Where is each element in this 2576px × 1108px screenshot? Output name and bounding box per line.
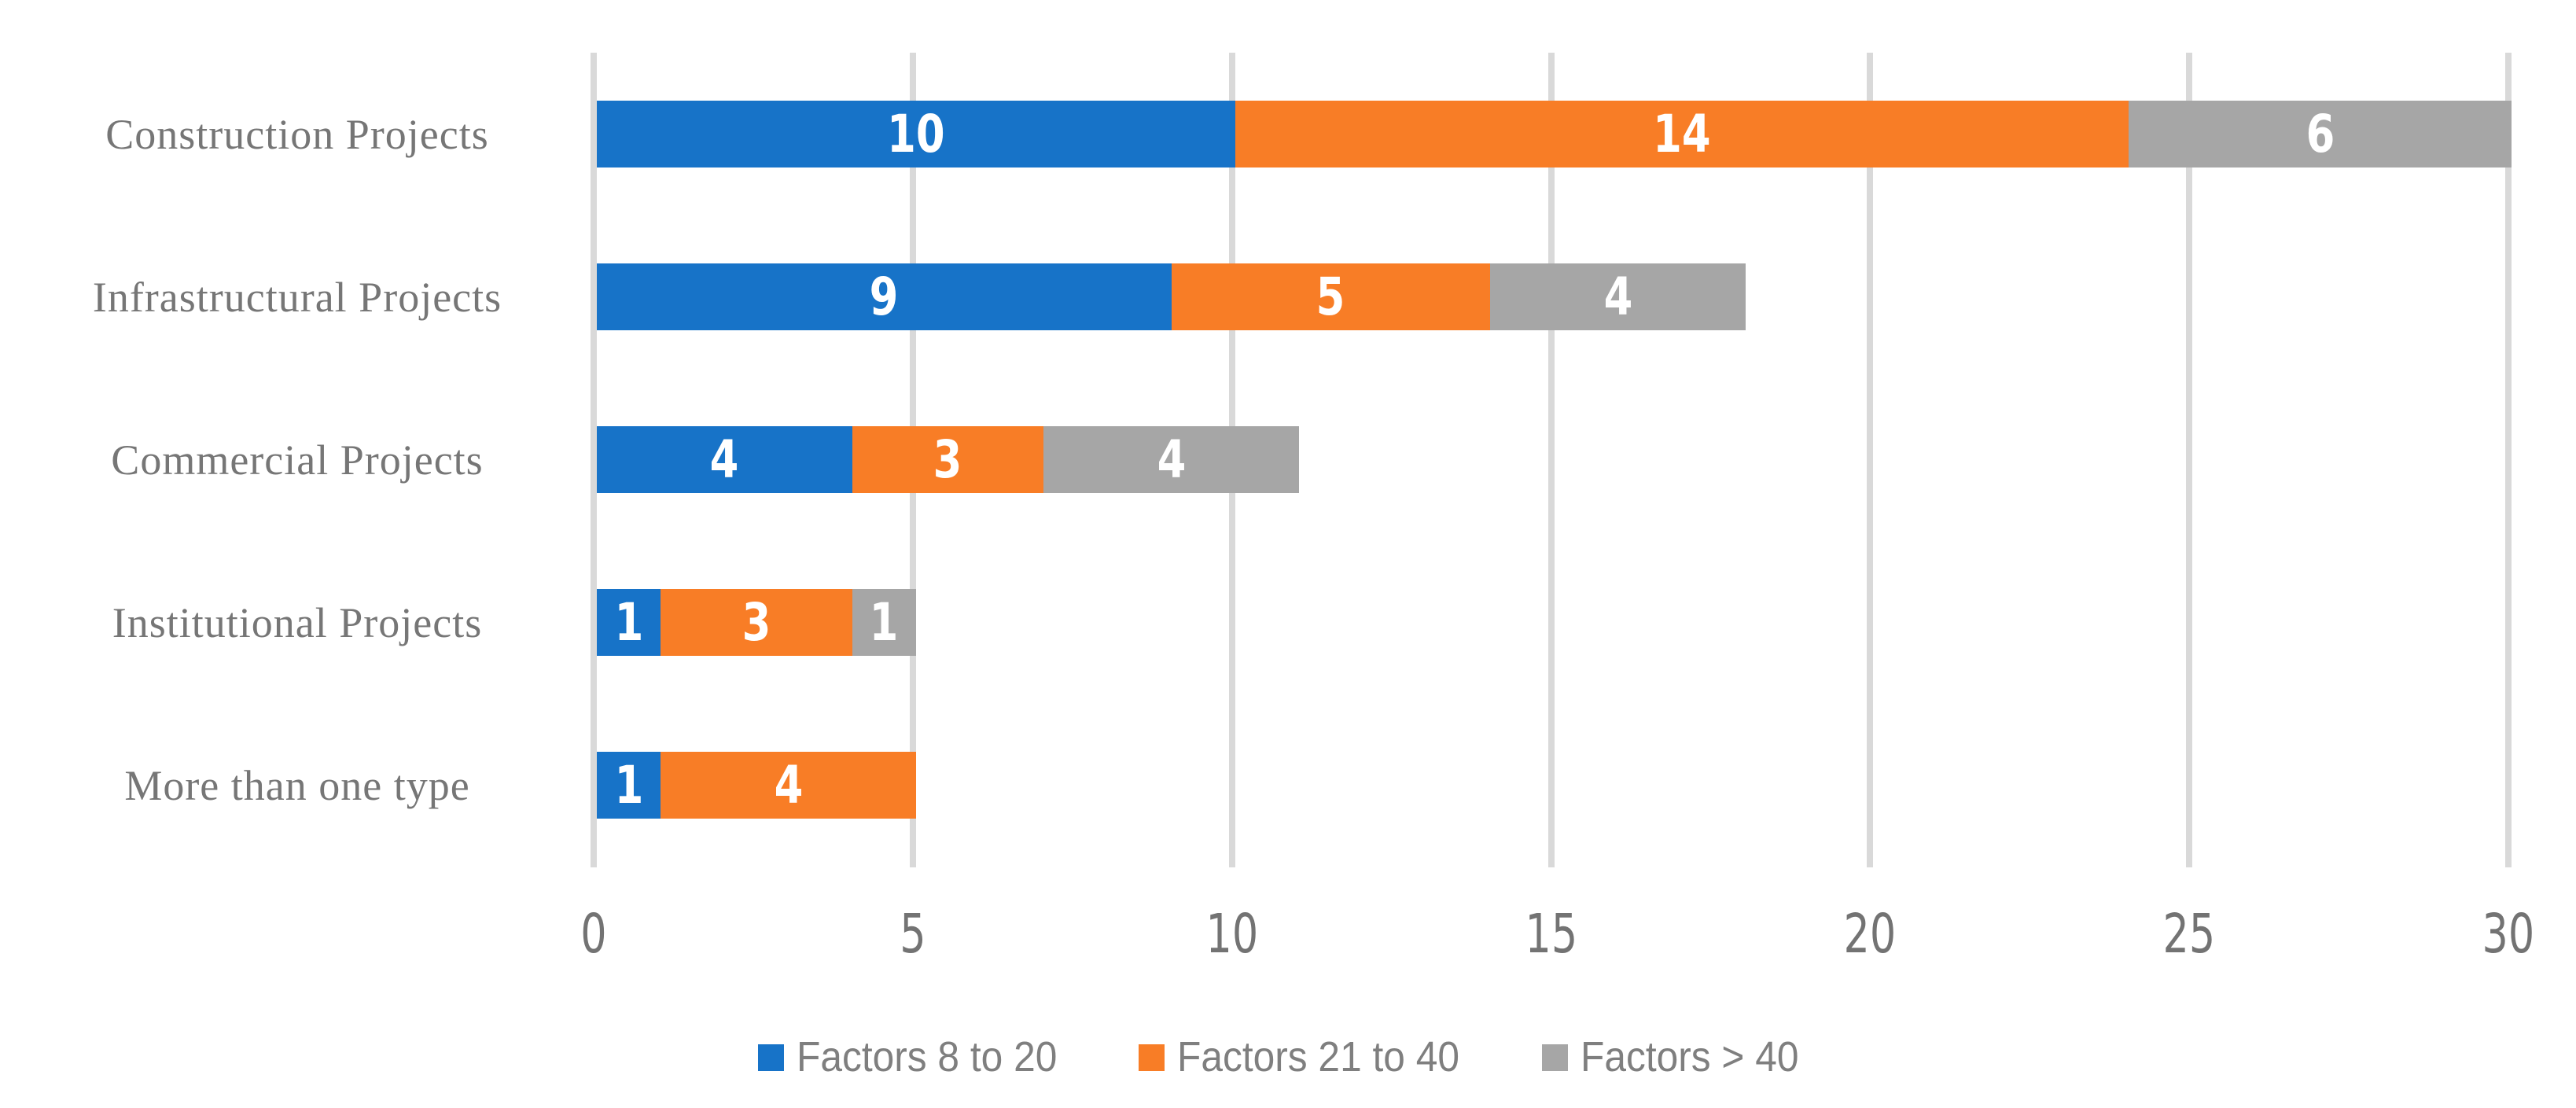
bar-value-label: 3 bbox=[933, 429, 962, 490]
legend-item: Factors > 40 bbox=[1541, 1033, 1818, 1081]
x-tick-text: 15 bbox=[1525, 902, 1577, 966]
bar-value-label: 4 bbox=[774, 754, 803, 815]
x-tick-text: 20 bbox=[1844, 902, 1897, 966]
legend-swatch bbox=[1541, 1044, 1568, 1071]
x-tick-text: 5 bbox=[900, 902, 926, 966]
bar-segment: 4 bbox=[661, 752, 916, 819]
x-tick-label: 25 bbox=[2103, 903, 2276, 966]
bar-segment: 9 bbox=[597, 263, 1172, 330]
legend-swatch bbox=[758, 1044, 785, 1071]
bar-value-label: 1 bbox=[869, 591, 899, 653]
category-label: Institutional Projects bbox=[112, 598, 483, 646]
x-tick-text: 0 bbox=[580, 902, 607, 966]
bar-value-label: 10 bbox=[887, 103, 945, 164]
bar-value-label: 3 bbox=[742, 591, 771, 653]
x-tick-label: 5 bbox=[826, 903, 999, 966]
bar-value-label: 6 bbox=[2306, 103, 2335, 164]
bar-value-label: 1 bbox=[614, 591, 643, 653]
x-tick-text: 10 bbox=[1205, 902, 1259, 966]
bar-segment: 3 bbox=[661, 589, 852, 656]
category-label: Infrastructural Projects bbox=[92, 273, 502, 321]
legend-item: Factors 8 to 20 bbox=[758, 1033, 1080, 1081]
bar-value-label: 4 bbox=[1603, 266, 1633, 327]
x-tick-label: 10 bbox=[1146, 903, 1319, 966]
bar-segment: 10 bbox=[597, 101, 1235, 167]
legend-item: Factors 21 to 40 bbox=[1138, 1033, 1484, 1081]
x-tick-text: 25 bbox=[2162, 902, 2216, 966]
gridline bbox=[1547, 53, 1555, 867]
bar-segment: 3 bbox=[852, 426, 1044, 493]
gridline bbox=[2186, 53, 2193, 867]
bar-segment: 6 bbox=[2129, 101, 2512, 167]
bar-value-label: 5 bbox=[1316, 266, 1345, 327]
bar-segment: 1 bbox=[597, 589, 661, 656]
category-label: Construction Projects bbox=[105, 110, 489, 158]
gridline bbox=[2505, 53, 2512, 867]
x-tick-label: 0 bbox=[507, 903, 680, 966]
bar-value-label: 1 bbox=[614, 754, 643, 815]
bar-segment: 4 bbox=[597, 426, 852, 493]
legend: Factors 8 to 20 Factors 21 to 40 Factors >… bbox=[0, 1030, 2576, 1085]
x-tick-label: 15 bbox=[1465, 903, 1638, 966]
category-label: More than one type bbox=[124, 761, 470, 809]
x-tick-label: 30 bbox=[2422, 903, 2576, 966]
bar-segment: 1 bbox=[852, 589, 916, 656]
legend-label: Factors 8 to 20 bbox=[797, 1033, 1058, 1081]
bar-value-label: 9 bbox=[869, 266, 899, 327]
gridline bbox=[591, 53, 597, 867]
bar-segment: 5 bbox=[1171, 263, 1491, 330]
bar-segment: 4 bbox=[1043, 426, 1299, 493]
bar-value-label: 4 bbox=[1157, 429, 1186, 490]
legend-swatch bbox=[1138, 1044, 1165, 1071]
gridline bbox=[1867, 53, 1874, 867]
bar-segment: 1 bbox=[597, 752, 661, 819]
category-label: Commercial Projects bbox=[111, 436, 484, 484]
x-tick-text: 30 bbox=[2482, 902, 2535, 966]
bar-value-label: 14 bbox=[1653, 103, 1711, 164]
bar-value-label: 4 bbox=[709, 429, 739, 490]
x-tick-label: 20 bbox=[1783, 903, 1956, 966]
legend-label: Factors > 40 bbox=[1580, 1033, 1799, 1081]
bar-segment: 14 bbox=[1235, 101, 2129, 167]
bar-segment: 4 bbox=[1490, 263, 1746, 330]
legend-label: Factors 21 to 40 bbox=[1176, 1033, 1459, 1081]
